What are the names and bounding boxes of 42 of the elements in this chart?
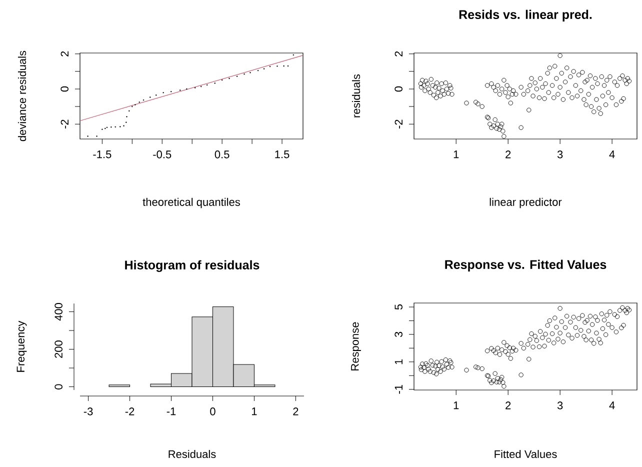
y-tick-label: 200: [54, 340, 62, 358]
y-tick-label: 2: [394, 51, 402, 56]
x-axis-title: linear predictor: [490, 198, 562, 208]
chart-title: Resids vs. linear pred.: [459, 10, 592, 22]
x-axis-title: Fitted Values: [494, 450, 557, 458]
x-tick-label: 2: [506, 150, 511, 158]
x-tick-label: 3: [557, 402, 563, 410]
x-tick-label: 1: [252, 408, 257, 416]
x-tick-label: 0: [210, 408, 216, 416]
x-tick-label: 0.5: [214, 150, 230, 158]
chart-title: Response vs. Fitted Values: [445, 260, 606, 272]
x-axis-title: theoretical quantiles: [142, 198, 240, 208]
y-tick-label: 400: [54, 303, 62, 321]
x-tick-label: 2: [506, 402, 511, 410]
x-tick-label: 4: [609, 402, 615, 410]
y-tick-label: 1: [394, 359, 402, 364]
x-tick-label: 1: [454, 402, 459, 410]
y-tick-label: 3: [394, 332, 402, 338]
x-tick-label: 4: [609, 150, 615, 158]
x-tick-label: -1: [166, 408, 176, 416]
y-axis-title: Frequency: [16, 320, 27, 372]
y-tick-label: -1: [394, 384, 402, 394]
y-tick-label: 0: [54, 384, 62, 390]
x-tick-label: -0.5: [153, 150, 172, 158]
y-axis-title: Response: [351, 322, 361, 370]
x-tick-label: 2: [293, 408, 298, 416]
y-tick-label: 2: [60, 51, 68, 56]
x-tick-label: -2: [125, 408, 134, 416]
x-tick-label: 3: [557, 150, 563, 158]
y-tick-label: 0: [394, 86, 402, 92]
y-tick-label: 5: [394, 304, 402, 310]
y-tick-label: 0: [60, 86, 68, 92]
y-tick-label: -2: [60, 120, 68, 128]
y-axis-title: residuals: [352, 74, 360, 118]
x-tick-label: 1.5: [275, 150, 290, 158]
x-tick-label: -3: [84, 408, 93, 416]
y-tick-label: -2: [394, 120, 402, 128]
x-tick-label: -1.5: [93, 150, 112, 158]
x-axis-title: Residuals: [168, 450, 216, 458]
x-tick-label: 1: [454, 150, 459, 158]
chart-title: Histogram of residuals: [125, 260, 260, 272]
y-axis-title: deviance residuals: [18, 50, 26, 142]
